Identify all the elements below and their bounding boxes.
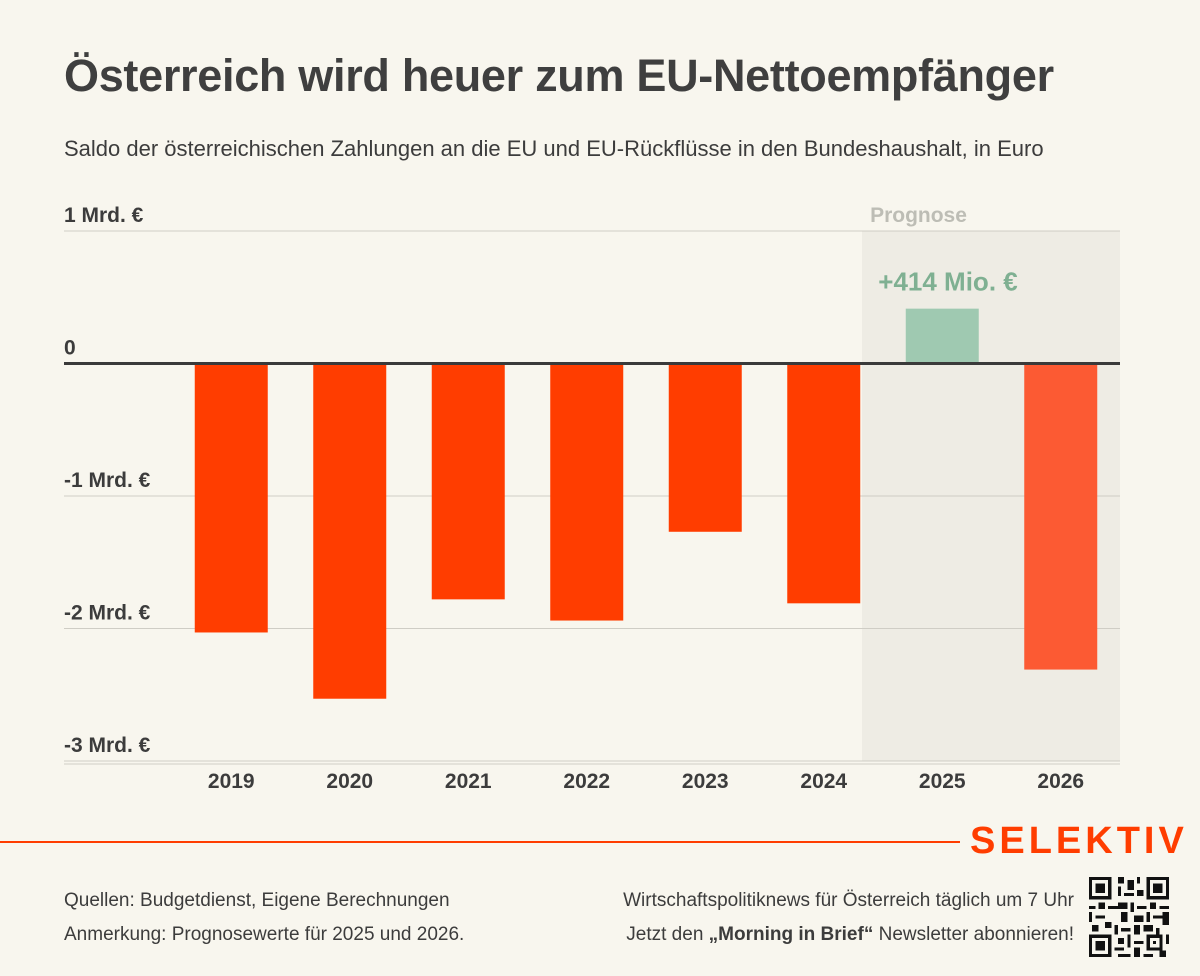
chart-title: Österreich wird heuer zum EU-Nettoempfän… (64, 50, 1054, 101)
bar-2024 (787, 363, 861, 604)
promo-line: Wirtschaftspolitiknews für Österreich tä… (623, 890, 1074, 911)
x-tick-label: 2025 (919, 770, 966, 793)
x-tick-label: 2020 (326, 770, 373, 793)
y-tick-label: -2 Mrd. € (64, 602, 151, 625)
promo-cta: Jetzt den „Morning in Brief“ Newsletter … (626, 924, 1074, 945)
bar-2021 (431, 363, 505, 600)
newsletter-name: „Morning in Brief“ (708, 924, 874, 945)
data-label-2025: +414 Mio. € (878, 267, 1017, 297)
forecast-label: Prognose (870, 204, 967, 227)
bar-2023 (668, 363, 742, 532)
bar-2026 (1024, 363, 1098, 670)
chart-subtitle: Saldo der österreichischen Zahlungen an … (64, 136, 1044, 161)
x-tick-label: 2021 (445, 770, 492, 793)
x-tick-label: 2024 (800, 770, 847, 793)
x-tick-label: 2023 (682, 770, 729, 793)
sources-line: Quellen: Budgetdienst, Eigene Berechnung… (64, 890, 450, 911)
y-tick-label: 1 Mrd. € (64, 204, 144, 227)
sources-block: Quellen: Budgetdienst, Eigene Berechnung… (64, 884, 464, 952)
bar-chart: Prognose 1 Mrd. € 0 -1 Mrd. € -2 Mrd. € -3 Mr… (64, 204, 1120, 793)
newsletter-promo: Wirtschaftspolitiknews für Österreich tä… (623, 884, 1074, 952)
x-tick-label: 2026 (1037, 770, 1084, 793)
y-tick-label: -1 Mrd. € (64, 469, 151, 492)
brand-logo: SELEKTIV (970, 820, 1188, 862)
bar-2022 (550, 363, 624, 621)
x-tick-label: 2019 (208, 770, 255, 793)
x-tick-label: 2022 (563, 770, 610, 793)
bar-2025 (905, 308, 979, 364)
y-tick-label: -3 Mrd. € (64, 734, 151, 757)
bar-2019 (194, 363, 268, 633)
note-line: Anmerkung: Prognosewerte für 2025 und 20… (64, 924, 465, 945)
footer-divider (0, 841, 960, 843)
y-tick-label: 0 (64, 337, 76, 360)
qr-code-icon[interactable] (1089, 877, 1169, 957)
bar-2020 (313, 363, 387, 699)
